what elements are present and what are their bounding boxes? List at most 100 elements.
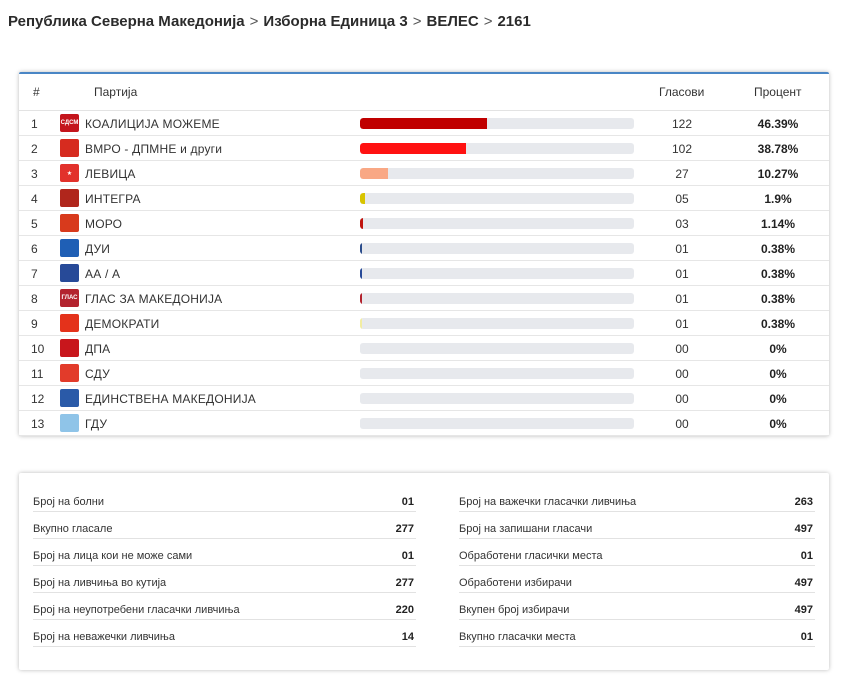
results-table: # Партија Гласови Процент 1 СДСМ КОАЛИЦИ… bbox=[19, 72, 829, 436]
row-index: 10 bbox=[31, 342, 45, 356]
party-logo-icon bbox=[60, 364, 79, 382]
party-percent: 0.38% bbox=[760, 242, 796, 256]
table-row: 5 МОРО 03 1.14% bbox=[19, 211, 829, 236]
party-logo-icon bbox=[60, 139, 79, 157]
stat-item: Број на лица кои не може сами 01 bbox=[33, 550, 416, 566]
party-percent: 10.27% bbox=[757, 167, 799, 181]
header-index: # bbox=[33, 85, 40, 99]
party-logo-icon bbox=[60, 339, 79, 357]
vote-share-fill bbox=[360, 293, 362, 304]
breadcrumb-unit[interactable]: Изборна Единица 3 bbox=[263, 13, 408, 30]
party-logo-icon: ГЛАС bbox=[60, 289, 79, 307]
party-votes: 01 bbox=[675, 267, 689, 281]
vote-share-fill bbox=[360, 143, 466, 154]
party-name: ГЛАС ЗА МАКЕДОНИЈА bbox=[85, 292, 223, 306]
row-index: 11 bbox=[31, 367, 44, 381]
stat-label: Број на важечки гласачки ливчиња bbox=[459, 496, 637, 508]
vote-share-fill bbox=[360, 268, 362, 279]
stat-item: Вкупно гласачки места 01 bbox=[459, 631, 815, 647]
stat-label: Број на ливчиња во кутија bbox=[33, 577, 167, 589]
stat-value: 497 bbox=[794, 577, 813, 589]
party-name: ДУИ bbox=[85, 242, 111, 256]
party-name: ГДУ bbox=[85, 417, 108, 431]
header-party: Партија bbox=[94, 85, 138, 99]
row-index: 12 bbox=[31, 392, 45, 406]
party-logo-icon bbox=[60, 389, 79, 407]
vote-share-bar bbox=[360, 393, 634, 404]
party-name: АА / А bbox=[85, 267, 121, 281]
party-votes: 00 bbox=[675, 367, 689, 381]
party-logo-icon bbox=[60, 214, 79, 232]
stat-item: Вкупен број избирачи 497 bbox=[459, 604, 815, 620]
vote-share-fill bbox=[360, 193, 365, 204]
vote-share-fill bbox=[360, 243, 362, 254]
stat-item: Обработени гласички места 01 bbox=[459, 550, 815, 566]
stat-label: Број на неупотребени гласачки ливчиња bbox=[33, 604, 240, 616]
vote-share-bar bbox=[360, 343, 634, 354]
results-table-header: # Партија Гласови Процент bbox=[19, 74, 829, 111]
vote-share-bar bbox=[360, 193, 634, 204]
vote-share-fill bbox=[360, 118, 487, 129]
stat-item: Обработени избирачи 497 bbox=[459, 577, 815, 593]
stat-value: 01 bbox=[401, 550, 414, 562]
party-votes: 01 bbox=[675, 242, 689, 256]
table-row: 4 ИНТЕГРА 05 1.9% bbox=[19, 186, 829, 211]
breadcrumb-station: 2161 bbox=[497, 13, 531, 30]
vote-share-bar bbox=[360, 143, 634, 154]
vote-share-bar bbox=[360, 243, 634, 254]
row-index: 13 bbox=[31, 417, 45, 431]
table-row: 6 ДУИ 01 0.38% bbox=[19, 236, 829, 261]
vote-share-fill bbox=[360, 318, 362, 329]
party-name: ЛЕВИЦА bbox=[85, 167, 136, 181]
party-logo-icon bbox=[60, 239, 79, 257]
party-logo-icon bbox=[60, 314, 79, 332]
party-votes: 27 bbox=[675, 167, 689, 181]
stat-item: Број на запишани гласачи 497 bbox=[459, 523, 815, 539]
party-votes: 01 bbox=[675, 292, 689, 306]
vote-share-bar bbox=[360, 418, 634, 429]
party-votes: 102 bbox=[671, 142, 693, 156]
stat-label: Број на болни bbox=[33, 496, 105, 508]
party-name: ЕДИНСТВЕНА МАКЕДОНИЈА bbox=[85, 392, 256, 406]
chevron-right-icon: > bbox=[412, 13, 422, 30]
party-votes: 00 bbox=[675, 342, 689, 356]
party-name: ДЕМОКРАТИ bbox=[85, 317, 160, 331]
vote-share-bar bbox=[360, 293, 634, 304]
stat-value: 14 bbox=[401, 631, 414, 643]
party-percent: 0.38% bbox=[760, 267, 796, 281]
stat-value: 263 bbox=[794, 496, 813, 508]
stats-panel: Број на болни 01 Вкупно гласале 277 Број… bbox=[19, 473, 829, 670]
vote-share-fill bbox=[360, 218, 363, 229]
vote-share-bar bbox=[360, 318, 634, 329]
vote-share-bar bbox=[360, 268, 634, 279]
breadcrumb-municipality[interactable]: ВЕЛЕС bbox=[426, 13, 479, 30]
party-votes: 00 bbox=[675, 392, 689, 406]
stat-item: Број на неупотребени гласачки ливчиња 22… bbox=[33, 604, 416, 620]
row-index: 8 bbox=[31, 292, 38, 306]
party-votes: 122 bbox=[671, 117, 693, 131]
header-votes: Гласови bbox=[659, 85, 705, 99]
stat-value: 220 bbox=[395, 604, 414, 616]
vote-share-fill bbox=[360, 168, 388, 179]
party-percent: 1.14% bbox=[760, 217, 796, 231]
stat-item: Вкупно гласале 277 bbox=[33, 523, 416, 539]
vote-share-bar bbox=[360, 368, 634, 379]
party-percent: 46.39% bbox=[757, 117, 799, 131]
table-row: 12 ЕДИНСТВЕНА МАКЕДОНИЈА 00 0% bbox=[19, 386, 829, 411]
vote-share-bar bbox=[360, 118, 634, 129]
stat-label: Обработени избирачи bbox=[459, 577, 572, 589]
breadcrumb: Република Северна Македонија > Изборна Е… bbox=[8, 13, 531, 30]
table-row: 7 АА / А 01 0.38% bbox=[19, 261, 829, 286]
stat-item: Број на болни 01 bbox=[33, 496, 416, 512]
row-index: 3 bbox=[31, 167, 38, 181]
party-percent: 0% bbox=[769, 392, 787, 406]
party-name: МОРО bbox=[85, 217, 123, 231]
breadcrumb-country[interactable]: Република Северна Македонија bbox=[8, 13, 245, 30]
stat-item: Број на ливчиња во кутија 277 bbox=[33, 577, 416, 593]
row-index: 6 bbox=[31, 242, 38, 256]
header-percent: Процент bbox=[754, 85, 802, 99]
row-index: 4 bbox=[31, 192, 38, 206]
party-name: КОАЛИЦИЈА МОЖЕМЕ bbox=[85, 117, 220, 131]
party-logo-icon: ★ bbox=[60, 164, 79, 182]
party-percent: 0% bbox=[769, 367, 787, 381]
